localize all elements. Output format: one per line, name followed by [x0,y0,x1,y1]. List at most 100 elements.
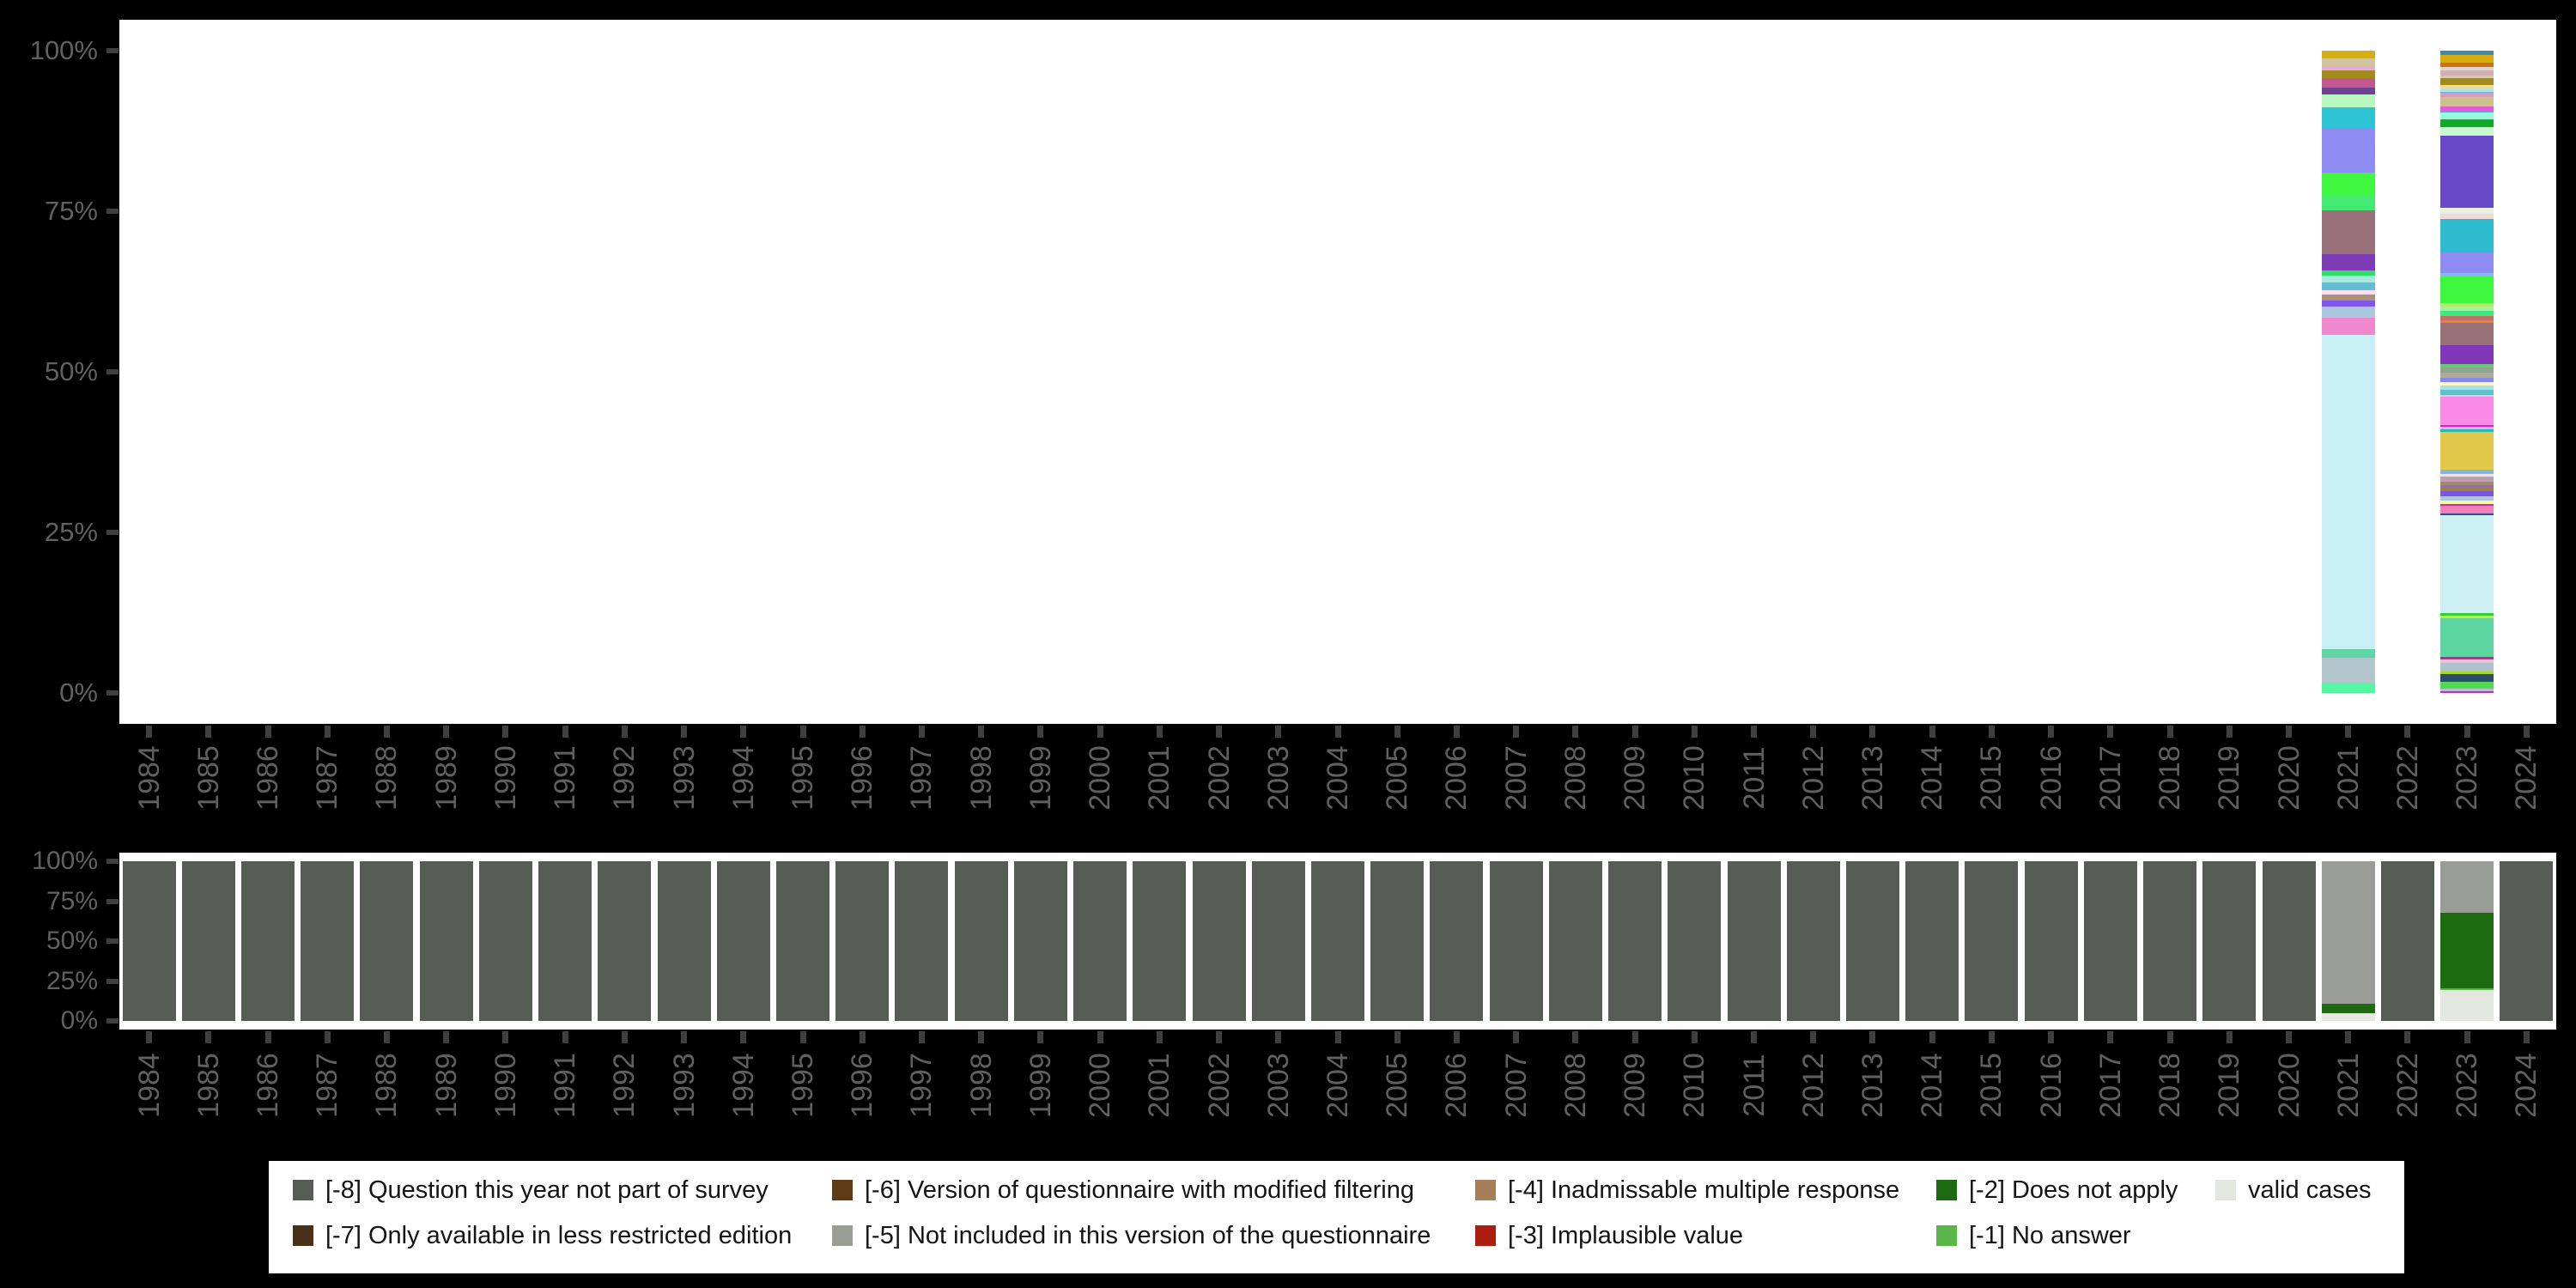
bar-segment [2440,302,2494,307]
bar-segment [2440,477,2494,483]
legend-item--8: [-8] Question this year not part of surv… [293,1175,769,1206]
bottom-chart-x-tick [1394,1031,1400,1043]
stacked-bar-2021[interactable] [2321,51,2375,694]
top-chart-year-label: 1995 [787,745,820,811]
top-chart-year-label: 2021 [2331,745,2365,811]
stacked-bar-2001[interactable] [1133,861,1187,1021]
stacked-bar-2014[interactable] [1905,861,1959,1021]
bar-segment [2440,106,2494,111]
bottom-chart-year-label: 2004 [1321,1053,1354,1118]
bar-segment [2202,861,2257,1021]
legend-label--3: [-3] Implausible value [1508,1222,1744,1249]
bar-segment [2440,514,2494,613]
stacked-bar-2024[interactable] [2500,861,2554,1021]
bottom-chart-year-label: 2022 [2391,1053,2424,1118]
bar-segment [2440,372,2494,379]
bar-segment [657,861,711,1021]
top-chart-year-label: 2002 [1202,745,1236,811]
bottom-chart-year-label: 2006 [1440,1053,1473,1118]
stacked-bar-1993[interactable] [657,861,711,1021]
stacked-bar-2006[interactable] [1430,861,1484,1021]
top-chart-x-tick [799,726,806,738]
legend-label--7: [-7] Only available in less restricted e… [325,1222,793,1249]
stacked-bar-1986[interactable] [241,861,295,1021]
stacked-bar-2005[interactable] [1370,861,1425,1021]
stacked-bar-1990[interactable] [478,861,532,1021]
top-chart-year-label: 2018 [2154,745,2187,811]
stacked-bar-2008[interactable] [1548,861,1602,1021]
top-chart-year-label: 2016 [2034,745,2068,811]
stacked-bar-2013[interactable] [1845,861,1899,1021]
bottom-chart-year-label: 1991 [549,1053,582,1118]
stacked-bar-2004[interactable] [1311,861,1364,1021]
stacked-bar-1984[interactable] [122,861,176,1021]
bottom-chart-x-tick [1216,1031,1223,1043]
bottom-chart-x-tick [324,1031,331,1043]
bar-segment [2440,395,2494,398]
top-chart-year-label: 2000 [1084,745,1117,811]
stacked-bar-2009[interactable] [1608,861,1662,1021]
stacked-bar-2012[interactable] [1786,861,1840,1021]
legend-label--4: [-4] Inadmissable multiple response [1508,1176,1900,1204]
legend-swatch--2 [1936,1180,1957,1200]
bar-segment [895,861,949,1021]
stacked-bar-1994[interactable] [716,861,770,1021]
bottom-chart-x-tick [2226,1031,2233,1043]
stacked-bar-2017[interactable] [2083,861,2137,1021]
top-chart-year-label: 2004 [1321,745,1354,811]
stacked-bar-2022[interactable] [2380,861,2434,1021]
stacked-bar-1999[interactable] [1013,861,1067,1021]
bar-segment [1251,861,1305,1021]
top-chart-year-label: 1992 [608,745,641,811]
top-chart-x-tick [1810,726,1817,738]
stacked-bar-2020[interactable] [2262,861,2316,1021]
stacked-bar-1995[interactable] [776,861,830,1021]
legend-label--5: [-5] Not included in this version of the… [865,1222,1431,1249]
stacked-bar-2023[interactable] [2440,51,2494,694]
bar-segment [2321,289,2375,295]
stacked-bar-1996[interactable] [835,861,890,1021]
stacked-bar-2011[interactable] [1727,861,1781,1021]
bottom-chart-year-label: 1996 [846,1053,879,1118]
bar-segment [2440,496,2494,501]
bottom-chart-x-tick [443,1031,450,1043]
stacked-bar-2007[interactable] [1489,861,1543,1021]
bottom-chart-x-tick [2107,1031,2114,1043]
top-chart-y-tick [106,209,118,214]
stacked-bar-1987[interactable] [301,861,355,1021]
top-chart-year-label: 2008 [1558,745,1592,811]
stacked-bar-1988[interactable] [360,861,414,1021]
stacked-bar-1992[interactable] [598,861,652,1021]
bar-segment [1192,861,1246,1021]
bottom-chart-year-label: 2005 [1381,1053,1414,1118]
top-chart-x-tick [2523,726,2530,738]
bar-segment [478,861,532,1021]
stacked-bar-1989[interactable] [419,861,473,1021]
stacked-bar-2010[interactable] [1668,861,1722,1021]
bottom-chart-year-label: 1994 [726,1053,760,1118]
top-chart-year-label: 2014 [1916,745,1949,811]
bar-segment [2321,294,2375,301]
top-chart-x-tick [146,726,153,738]
stacked-bar-1991[interactable] [538,861,592,1021]
stacked-bar-2000[interactable] [1073,861,1127,1021]
stacked-bar-2002[interactable] [1192,861,1246,1021]
bottom-chart-y-tick [106,1018,118,1024]
stacked-bar-2023[interactable] [2440,861,2494,1021]
stacked-bar-1985[interactable] [181,861,235,1021]
bar-segment [2440,110,2494,112]
stacked-bar-2021[interactable] [2321,861,2375,1021]
stacked-bar-1998[interactable] [954,861,1008,1021]
bar-segment [2440,386,2494,391]
bar-segment [2440,473,2494,477]
stacked-bar-2019[interactable] [2202,861,2257,1021]
bar-segment [360,861,414,1021]
bottom-chart-y-tick-label: 75% [46,886,98,915]
stacked-bar-2018[interactable] [2143,861,2197,1021]
bar-segment [2440,118,2494,128]
bottom-chart-year-label: 2008 [1558,1053,1592,1118]
stacked-bar-2003[interactable] [1251,861,1305,1021]
stacked-bar-2016[interactable] [2024,861,2078,1021]
stacked-bar-1997[interactable] [895,861,949,1021]
stacked-bar-2015[interactable] [1965,861,2019,1021]
